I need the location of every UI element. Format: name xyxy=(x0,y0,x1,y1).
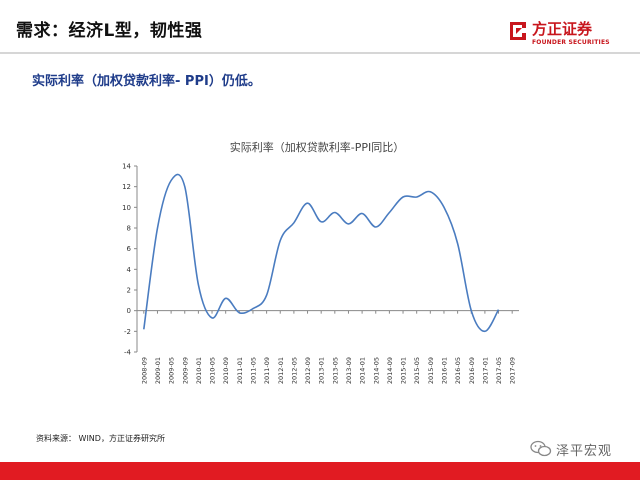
x-tick-label: 2015-09 xyxy=(427,357,435,384)
y-tick-label: -4 xyxy=(124,349,132,357)
x-tick-label: 2012-05 xyxy=(290,357,298,384)
y-tick-label: 8 xyxy=(127,225,131,233)
x-tick-label: 2017-05 xyxy=(495,357,503,384)
watermark-text: 泽平宏观 xyxy=(556,444,613,459)
series-group xyxy=(143,173,500,333)
x-tick-label: 2014-09 xyxy=(386,357,394,384)
x-tick-label: 2014-05 xyxy=(372,357,380,384)
y-tick-label: 2 xyxy=(127,287,131,295)
x-tick-label: 2011-09 xyxy=(263,357,271,384)
x-tick-label: 2014-01 xyxy=(359,357,367,384)
slide-subtitle: 实际利率（加权贷款利率- PPI）仍低。 xyxy=(32,74,261,89)
y-tick-label: 4 xyxy=(127,266,132,274)
x-tick-label: 2013-01 xyxy=(318,357,326,384)
x-tick-label: 2009-01 xyxy=(154,357,162,384)
x-tick-label: 2015-01 xyxy=(400,357,408,384)
x-tick-label: 2013-09 xyxy=(345,357,353,384)
source-note: 资料来源： WIND，方正证券研究所 xyxy=(36,434,165,443)
x-tick-label: 2017-01 xyxy=(481,357,489,384)
y-tick-label: 6 xyxy=(127,245,132,253)
x-tick-label: 2012-09 xyxy=(304,357,312,384)
x-tick-label: 2012-01 xyxy=(277,357,285,384)
y-tick-label: 14 xyxy=(122,163,131,171)
footer-bar xyxy=(0,462,640,480)
wechat-icon xyxy=(530,440,552,457)
x-tick-label: 2017-09 xyxy=(509,357,517,384)
series-line xyxy=(143,173,500,333)
x-tick-label: 2008-09 xyxy=(140,357,148,384)
company-logo: 方正证券 FOUNDER SECURITIES xyxy=(508,18,634,54)
x-tick-label: 2015-05 xyxy=(413,357,421,384)
x-tick-label: 2013-05 xyxy=(331,357,339,384)
x-tick-label: 2010-01 xyxy=(195,357,203,384)
logo-mark-icon xyxy=(510,22,526,40)
x-tick-label: 2010-09 xyxy=(222,357,230,384)
x-tick-label: 2016-01 xyxy=(440,357,448,384)
y-tick-label: 0 xyxy=(127,307,131,315)
chart-axes xyxy=(136,166,519,352)
logo-name-cn: 方正证券 xyxy=(532,20,593,38)
y-tick-label: 12 xyxy=(122,183,131,191)
x-tick-label: 2010-05 xyxy=(209,357,217,384)
logo-name-en: FOUNDER SECURITIES xyxy=(532,39,610,46)
x-tick-label: 2009-05 xyxy=(168,357,176,384)
y-tick-label: 10 xyxy=(122,204,131,212)
x-tick-label: 2016-09 xyxy=(468,357,476,384)
real-interest-rate-chart: 实际利率（加权贷款利率-PPI同比） -4 -2 0 2 4 6 8 10 12 14 2008-… xyxy=(122,140,519,384)
title-divider xyxy=(0,52,640,54)
x-tick-label: 2011-05 xyxy=(249,357,257,384)
chart-title: 实际利率（加权贷款利率-PPI同比） xyxy=(230,140,404,154)
x-tick-label: 2016-05 xyxy=(454,357,462,384)
y-tick-label: -2 xyxy=(124,328,131,336)
y-axis-ticks: -4 -2 0 2 4 6 8 10 12 14 xyxy=(122,163,137,357)
x-tick-label: 2011-01 xyxy=(236,357,244,384)
slide-title: 需求：经济L型，韧性强 xyxy=(16,21,203,41)
x-tick-label: 2009-09 xyxy=(181,357,189,384)
x-axis-ticks: 2008-09 2009-01 2009-05 2009-09 2010-01 2010-… xyxy=(140,310,517,384)
